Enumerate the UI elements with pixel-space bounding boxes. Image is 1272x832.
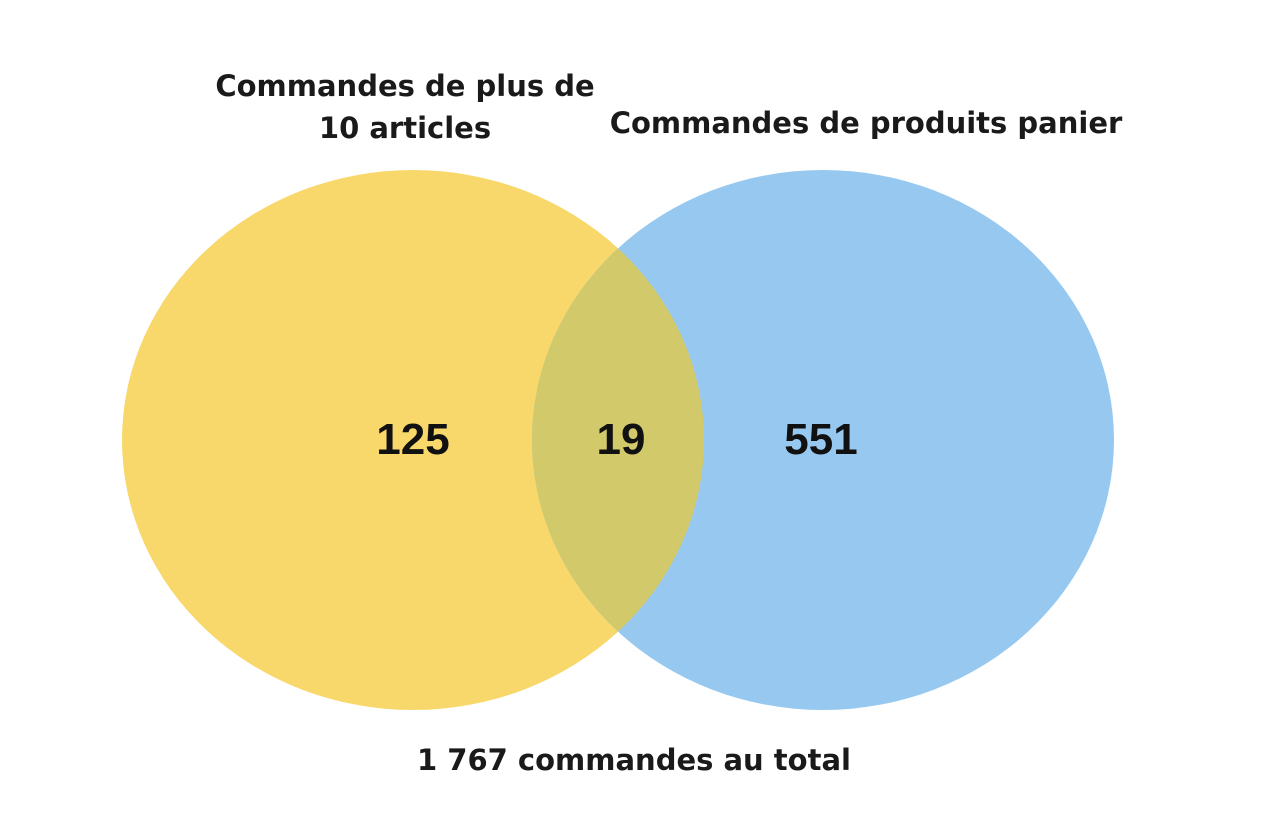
set-a-label-line2: 10 articles — [319, 111, 491, 145]
intersection-count: 19 — [597, 415, 646, 464]
set-b-circle — [532, 170, 1114, 710]
set-b-label: Commandes de produits panier — [610, 106, 1123, 140]
set-b-only-count: 551 — [784, 415, 857, 464]
set-a-only-count: 125 — [376, 415, 449, 464]
set-a-label-line1: Commandes de plus de — [215, 69, 594, 103]
set-a-circle — [122, 170, 704, 710]
total-label: 1 767 commandes au total — [417, 743, 851, 777]
